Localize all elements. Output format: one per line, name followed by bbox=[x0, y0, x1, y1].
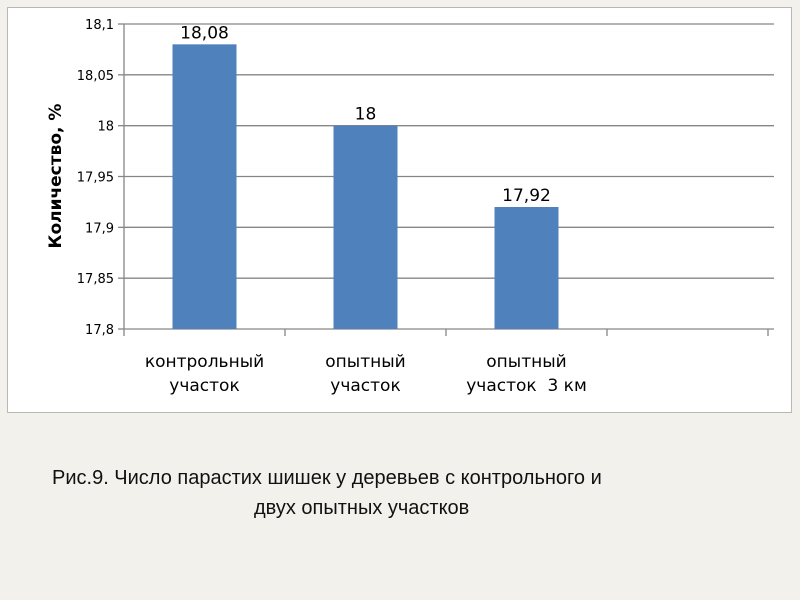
data-label: 18 bbox=[355, 105, 377, 125]
caption-line-1: Рис.9. Число парастих шишек у деревьев с… bbox=[52, 467, 602, 489]
y-tick-label: 17,95 bbox=[77, 171, 114, 186]
x-axis-ticks: контрольный участок опытный участок опытный у… bbox=[145, 352, 587, 396]
caption-line-2: двух опытных участков bbox=[254, 497, 470, 519]
y-tick-label: 18,1 bbox=[85, 18, 114, 33]
x-tick-label: опытный участок bbox=[325, 352, 405, 396]
y-tick-label: 18 bbox=[97, 120, 114, 135]
x-tick-label-line: опытный bbox=[486, 352, 566, 372]
x-tick-label-line: участок bbox=[169, 376, 239, 396]
y-tick-label: 17,8 bbox=[85, 323, 114, 338]
bar bbox=[494, 207, 559, 329]
data-label: 17,92 bbox=[502, 186, 551, 206]
x-tick-label: опытный участок 3 км bbox=[466, 352, 587, 396]
y-tick-label: 17,85 bbox=[77, 272, 114, 287]
x-tick-label-line: участок 3 км bbox=[466, 376, 587, 396]
x-tick-label-line: контрольный bbox=[145, 352, 264, 372]
bar bbox=[172, 44, 237, 329]
data-label: 18,08 bbox=[180, 23, 229, 43]
bars bbox=[172, 44, 559, 330]
data-labels: 18,08 18 17,92 bbox=[180, 23, 551, 206]
x-tick-label: контрольный участок bbox=[145, 352, 264, 396]
y-axis-title: Количество, % bbox=[46, 104, 66, 249]
x-tick-label-line: участок bbox=[330, 376, 400, 396]
y-tick-label: 18,05 bbox=[77, 69, 114, 84]
y-tick-label: 17,9 bbox=[85, 221, 114, 236]
x-tick-label-line: опытный bbox=[325, 352, 405, 372]
chart-panel: 17,8 17,85 17,9 17,95 18 18,05 18,1 18,08 18 17,… bbox=[7, 7, 792, 413]
y-axis-ticks: 17,8 17,85 17,9 17,95 18 18,05 18,1 bbox=[77, 18, 114, 338]
bar bbox=[333, 125, 398, 330]
